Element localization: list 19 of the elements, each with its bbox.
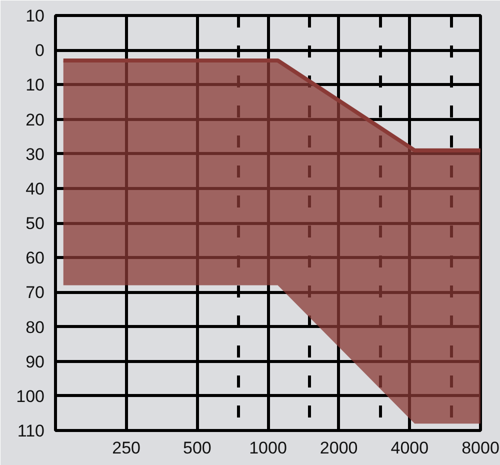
x-tick-label: 2000	[320, 438, 358, 458]
y-tick-label: 40	[26, 179, 45, 198]
y-tick-label: 110	[17, 422, 45, 440]
x-tick-label: 1000	[249, 438, 287, 458]
y-tick-label: 80	[26, 318, 45, 337]
y-tick-label: 60	[26, 248, 45, 268]
y-tick-label: 50	[26, 214, 45, 233]
y-tick-label: 0	[35, 41, 45, 60]
y-tick-label: 100	[16, 386, 45, 406]
y-tick-label: 70	[26, 283, 45, 302]
y-tick-label: 10	[26, 76, 45, 95]
y-tick-label: 90	[26, 352, 45, 372]
x-tick-label: 250	[112, 438, 141, 458]
y-tick-label: 20	[26, 110, 45, 130]
x-tick-label: 4000	[390, 438, 429, 458]
x-tick-label: 8000	[462, 438, 500, 458]
y-tick-label: 30	[26, 144, 45, 164]
x-tick-label: 500	[182, 438, 212, 458]
y-tick-label: 10	[26, 6, 45, 26]
